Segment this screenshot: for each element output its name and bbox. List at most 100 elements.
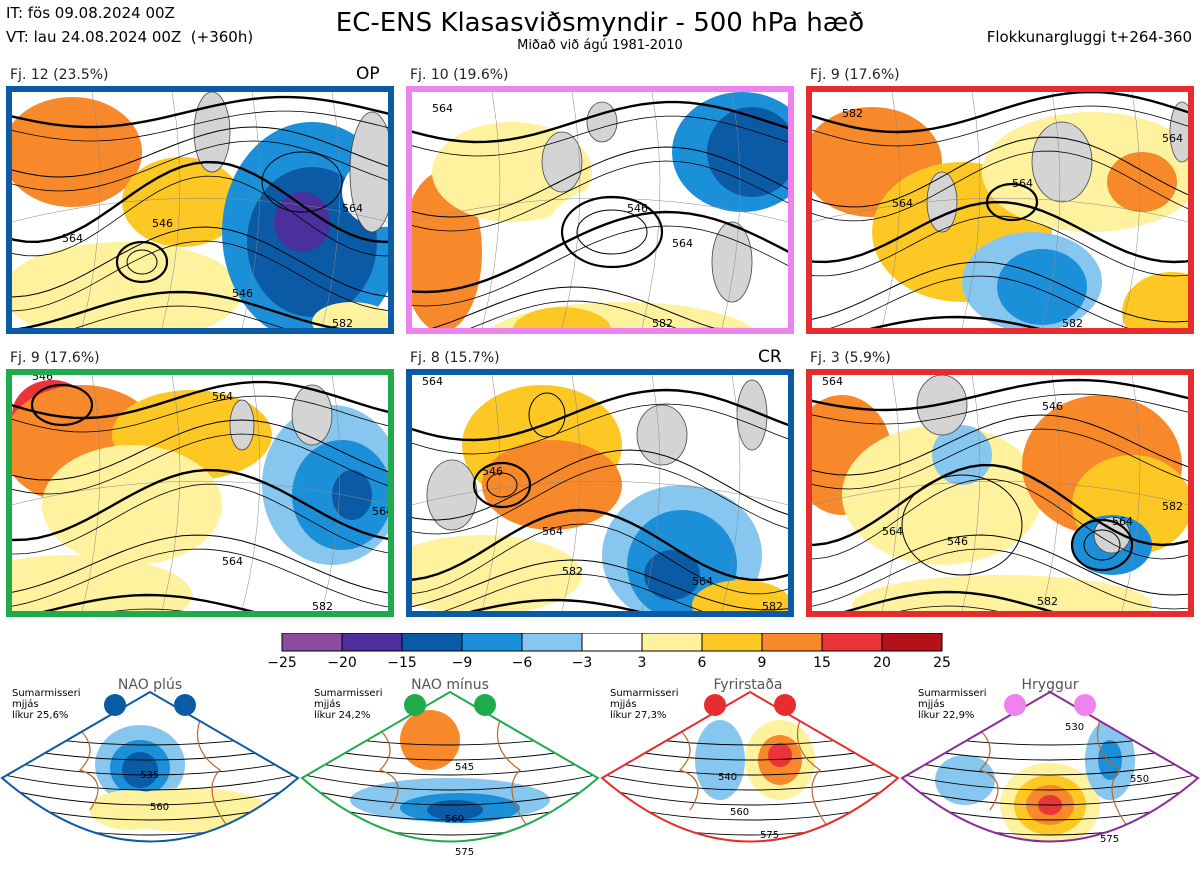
colorbar-tick-label: 9 bbox=[757, 655, 767, 671]
anomaly-shading bbox=[42, 445, 222, 565]
regime-anomaly-shading bbox=[935, 755, 995, 805]
panel-6-label: Fj. 3 (5.9%) bbox=[810, 350, 891, 366]
cluster-map-5: 564 546 564 582 564 582 bbox=[406, 369, 794, 617]
graticule-line bbox=[12, 197, 388, 223]
contour-label: 564 bbox=[892, 197, 913, 210]
height-contour bbox=[470, 300, 677, 328]
regime-height-contour bbox=[302, 757, 598, 776]
closed-contour bbox=[30, 383, 94, 427]
closed-contour bbox=[472, 461, 532, 509]
height-contour bbox=[443, 573, 703, 611]
height-contour bbox=[812, 548, 1188, 610]
graticule-line bbox=[12, 480, 388, 506]
regime-height-contour bbox=[300, 842, 600, 865]
regime-contour-label: 560 bbox=[730, 807, 749, 818]
panel-4-label: Fj. 9 (17.6%) bbox=[10, 350, 100, 366]
land-outline bbox=[193, 92, 231, 173]
height-contour bbox=[12, 548, 388, 608]
height-contour bbox=[412, 225, 788, 307]
land-outline bbox=[926, 171, 958, 233]
regime-height-contour bbox=[2, 785, 298, 806]
regime-marker-dot bbox=[1004, 694, 1026, 716]
contour-label: 546 bbox=[152, 217, 173, 230]
closed-contour bbox=[115, 240, 169, 284]
colorbar-tick-label: 15 bbox=[813, 655, 831, 671]
graticule-line bbox=[161, 92, 181, 328]
regime-height-contour bbox=[2, 757, 298, 776]
graticule-line bbox=[81, 375, 101, 611]
contour-label: 582 bbox=[312, 600, 333, 611]
height-contour bbox=[12, 240, 388, 312]
contour-label: 582 bbox=[762, 600, 783, 611]
regime-4-note: Sumarmisseri mjjás líkur 22,9% bbox=[918, 688, 987, 721]
colorbar-segment bbox=[821, 633, 883, 652]
height-contour bbox=[431, 286, 716, 328]
anomaly-shading bbox=[1107, 152, 1177, 212]
height-contour bbox=[412, 463, 788, 535]
graticule-line bbox=[321, 92, 341, 328]
graticule-line bbox=[241, 375, 261, 611]
height-contour bbox=[869, 315, 1041, 328]
panel-2-label: Fj. 10 (19.6%) bbox=[410, 67, 509, 83]
colorbar-segment bbox=[581, 633, 643, 652]
contour-label: 582 bbox=[842, 107, 863, 120]
regime-2-note: Sumarmisseri mjjás líkur 24,2% bbox=[314, 688, 383, 721]
height-contour bbox=[812, 463, 1188, 547]
graticule-line bbox=[321, 375, 341, 611]
colorbar-tick-label: −25 bbox=[267, 655, 297, 671]
anomaly-colorbar bbox=[281, 633, 943, 652]
height-contour bbox=[830, 275, 1129, 328]
graticule-line bbox=[812, 480, 1188, 506]
page-subtitle: Miðað við ágú 1981-2010 bbox=[517, 38, 683, 53]
height-contour bbox=[812, 393, 1188, 425]
contour-label: 582 bbox=[1037, 595, 1058, 608]
graticule-line bbox=[1041, 92, 1061, 328]
height-contour bbox=[812, 215, 1188, 277]
anomaly-shading bbox=[332, 470, 372, 520]
height-contour bbox=[812, 200, 1188, 264]
height-contour bbox=[17, 290, 341, 328]
colorbar-segment bbox=[341, 633, 403, 652]
colorbar-tick-label: 25 bbox=[933, 655, 951, 671]
anomaly-shading bbox=[932, 425, 992, 485]
contour-label: 564 bbox=[1112, 515, 1133, 528]
graticule-line bbox=[961, 92, 981, 328]
cluster-map-2-svg: 564 546 564 582 bbox=[412, 92, 788, 328]
regime-contour-label: 540 bbox=[718, 772, 737, 783]
anomaly-shading bbox=[274, 192, 330, 252]
colorbar-tick-label: 6 bbox=[697, 655, 707, 671]
contour-label: 564 bbox=[432, 102, 453, 115]
height-contour bbox=[412, 403, 788, 455]
anomaly-shading bbox=[707, 107, 788, 197]
land-outline bbox=[291, 384, 333, 446]
contour-label: 582 bbox=[332, 317, 353, 328]
colorbar-segment bbox=[881, 633, 943, 652]
coastline bbox=[78, 719, 231, 831]
contour-label: 582 bbox=[652, 317, 673, 328]
graticule-line bbox=[81, 92, 101, 328]
regime-anomaly-shading bbox=[400, 710, 460, 770]
contour-label: 582 bbox=[1162, 500, 1183, 513]
regime-marker-dot bbox=[474, 694, 496, 716]
colorbar-segment bbox=[401, 633, 463, 652]
coastline bbox=[978, 719, 1131, 831]
height-contour bbox=[12, 433, 388, 495]
cluster-map-6-svg: 564 546 564 546 564 582 582 bbox=[812, 375, 1188, 611]
land-outline bbox=[711, 221, 753, 303]
contour-label: 564 bbox=[212, 390, 233, 403]
regime-marker-dot bbox=[774, 694, 796, 716]
regime-marker-dot bbox=[174, 694, 196, 716]
land-outline bbox=[586, 101, 618, 143]
closed-contour bbox=[1070, 518, 1134, 572]
graticule-line bbox=[881, 375, 901, 611]
regime-anomaly-shading bbox=[1098, 740, 1122, 780]
anomaly-shading bbox=[12, 555, 192, 611]
closed-contour bbox=[901, 474, 1023, 576]
closed-contour bbox=[985, 182, 1039, 222]
cluster-map-2: 564 546 564 582 bbox=[406, 86, 794, 334]
graticule-line bbox=[161, 375, 181, 611]
height-contour bbox=[412, 523, 788, 595]
regime-map-outline bbox=[900, 690, 1200, 843]
contour-label: 564 bbox=[1012, 177, 1033, 190]
height-contour bbox=[412, 508, 788, 582]
